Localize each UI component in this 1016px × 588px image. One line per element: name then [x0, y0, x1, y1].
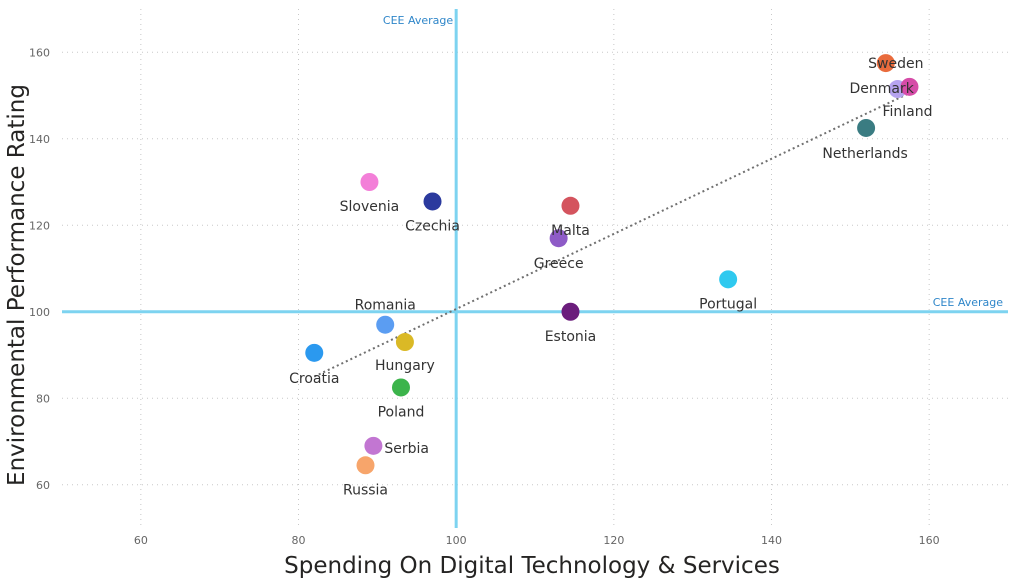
y-tick-label: 140	[29, 133, 50, 146]
trend-line-layer	[313, 90, 914, 378]
y-average-label: CEE Average	[933, 296, 1003, 309]
point-label-croatia: Croatia	[289, 371, 339, 387]
point-label-hungary: Hungary	[375, 358, 435, 374]
x-axis-title: Spending On Digital Technology & Service…	[284, 553, 780, 579]
x-tick-label: 160	[919, 534, 940, 547]
point-label-serbia: Serbia	[384, 441, 429, 457]
point-label-denmark: Denmark	[849, 81, 914, 97]
tick-labels: 60 80 100 120 140 160 60 80 100 120 140 160	[29, 46, 940, 547]
point-czechia[interactable]	[423, 192, 442, 211]
point-label-poland: Poland	[378, 404, 425, 420]
point-croatia[interactable]	[305, 343, 324, 362]
point-slovenia[interactable]	[360, 173, 379, 191]
point-label-finland: Finland	[882, 104, 932, 120]
y-axis-title: Environmental Performance Rating	[4, 84, 30, 486]
y-tick-label: 120	[29, 219, 50, 232]
point-label-slovenia: Slovenia	[340, 199, 400, 215]
point-greece[interactable]	[549, 229, 568, 248]
x-tick-label: 60	[134, 534, 148, 547]
x-average-label: CEE Average	[383, 14, 453, 27]
point-hungary[interactable]	[395, 333, 414, 352]
x-tick-label: 100	[446, 534, 467, 547]
point-sweden[interactable]	[876, 54, 895, 73]
point-russia[interactable]	[356, 456, 375, 475]
trend-line	[313, 90, 914, 378]
point-label-netherlands: Netherlands	[822, 146, 907, 162]
data-points	[305, 54, 919, 475]
point-label-estonia: Estonia	[545, 329, 597, 345]
point-finland[interactable]	[900, 77, 919, 96]
y-tick-label: 160	[29, 46, 50, 59]
point-label-portugal: Portugal	[699, 296, 757, 312]
y-tick-label: 100	[29, 306, 50, 319]
x-tick-label: 140	[761, 534, 782, 547]
x-tick-label: 80	[292, 534, 306, 547]
point-label-czechia: Czechia	[405, 218, 460, 234]
point-label-russia: Russia	[343, 482, 388, 498]
reference-lines: CEE Average CEE Average	[62, 9, 1008, 528]
point-serbia[interactable]	[364, 436, 383, 455]
point-label-malta: Malta	[551, 223, 590, 239]
point-malta[interactable]	[561, 196, 580, 215]
y-tick-label: 80	[36, 392, 50, 405]
point-portugal[interactable]	[719, 270, 738, 289]
point-label-romania: Romania	[355, 298, 416, 314]
y-tick-label: 60	[36, 479, 50, 492]
point-netherlands[interactable]	[857, 118, 876, 137]
point-label-greece: Greece	[534, 256, 584, 272]
point-estonia[interactable]	[561, 302, 580, 321]
point-label-sweden: Sweden	[868, 56, 923, 72]
x-tick-label: 120	[603, 534, 624, 547]
point-romania[interactable]	[376, 315, 395, 334]
point-poland[interactable]	[391, 378, 410, 397]
point-labels: Sweden Denmark Finland Netherlands Slovenia C…	[289, 56, 932, 498]
